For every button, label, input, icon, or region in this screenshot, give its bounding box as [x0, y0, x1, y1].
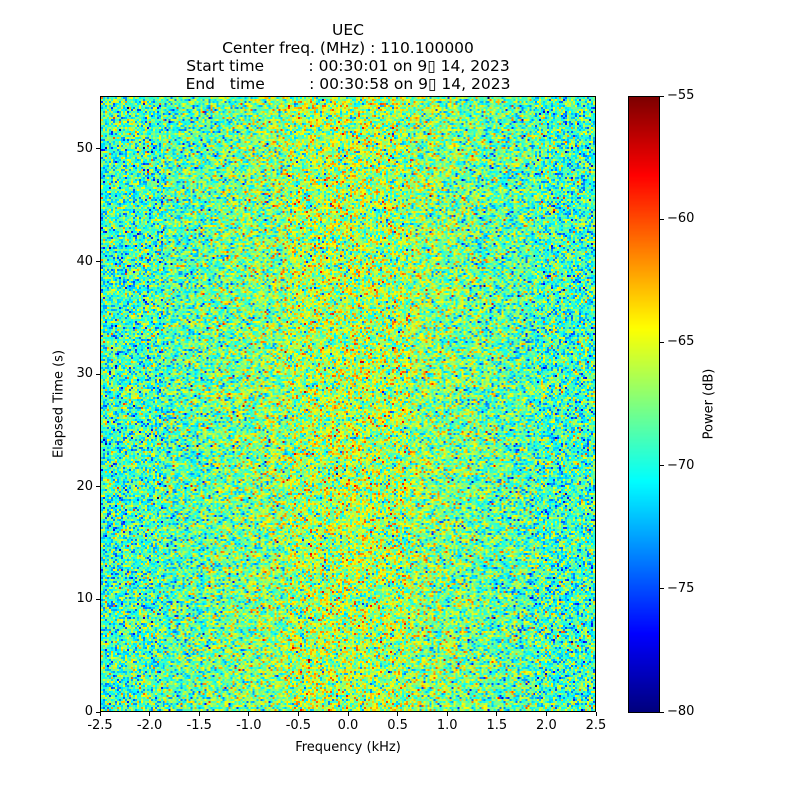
x-tick-label: -2.5: [87, 718, 113, 733]
y-tick-label: 30: [76, 366, 93, 382]
x-tick: [446, 712, 448, 716]
y-tick-label: 10: [76, 591, 93, 607]
y-tick: [96, 148, 100, 150]
x-tick-label: 1.5: [486, 718, 508, 733]
x-tick: [595, 712, 597, 716]
colorbar-tick-label: −80: [667, 704, 695, 719]
y-tick: [96, 486, 100, 488]
x-tick-label: 2.5: [585, 718, 607, 733]
y-tick: [96, 598, 100, 600]
colorbar-tick-label: −75: [667, 580, 695, 596]
title-line-4: End time : 00:30:58 on 9▯ 14, 2023: [185, 75, 511, 93]
x-tick-label: 0.0: [337, 718, 359, 733]
y-tick-label: 20: [76, 478, 93, 494]
colorbar-tick: [660, 95, 664, 97]
x-tick: [198, 712, 200, 716]
x-tick: [397, 712, 399, 716]
x-tick: [545, 712, 547, 716]
x-tick-label: 1.0: [436, 718, 458, 733]
x-tick-label: -2.0: [136, 718, 163, 733]
spectrogram-heatmap: [101, 97, 595, 711]
colorbar-tick-label: −60: [667, 211, 695, 227]
y-tick-label: 40: [76, 253, 93, 269]
title-line-3: Start time : 00:30:01 on 9▯ 14, 2023: [186, 57, 510, 75]
colorbar-label: Power (dB): [701, 368, 717, 440]
colorbar: [628, 96, 660, 713]
plot-frame: [100, 96, 596, 712]
colorbar-tick: [660, 218, 664, 220]
colorbar-tick: [660, 465, 664, 467]
x-tick: [248, 712, 250, 716]
y-tick: [96, 711, 100, 713]
y-tick-label: 50: [76, 140, 93, 156]
x-tick-label: 0.5: [387, 718, 408, 733]
title-line-1: UEC: [332, 21, 364, 39]
x-tick: [149, 712, 151, 716]
x-tick-label: 2.0: [536, 718, 557, 733]
colorbar-tick: [660, 711, 664, 713]
colorbar-tick-label: −70: [667, 457, 695, 473]
x-tick-label: -0.5: [285, 718, 312, 733]
x-tick: [99, 712, 101, 716]
y-tick: [96, 373, 100, 375]
y-tick-label: 0: [84, 704, 93, 719]
x-tick: [347, 712, 349, 716]
colorbar-tick-label: −65: [667, 334, 695, 350]
y-axis-label: Elapsed Time (s): [51, 349, 67, 459]
x-tick: [297, 712, 299, 716]
x-tick-label: -1.0: [236, 718, 262, 733]
x-axis-label: Frequency (kHz): [295, 740, 401, 755]
colorbar-tick: [660, 341, 664, 343]
x-tick-label: -1.5: [186, 718, 212, 733]
colorbar-tick-label: −55: [667, 88, 695, 103]
x-tick: [496, 712, 498, 716]
y-tick: [96, 261, 100, 263]
colorbar-tick: [660, 588, 664, 590]
title-line-2: Center freq. (MHz) : 110.100000: [222, 39, 474, 57]
